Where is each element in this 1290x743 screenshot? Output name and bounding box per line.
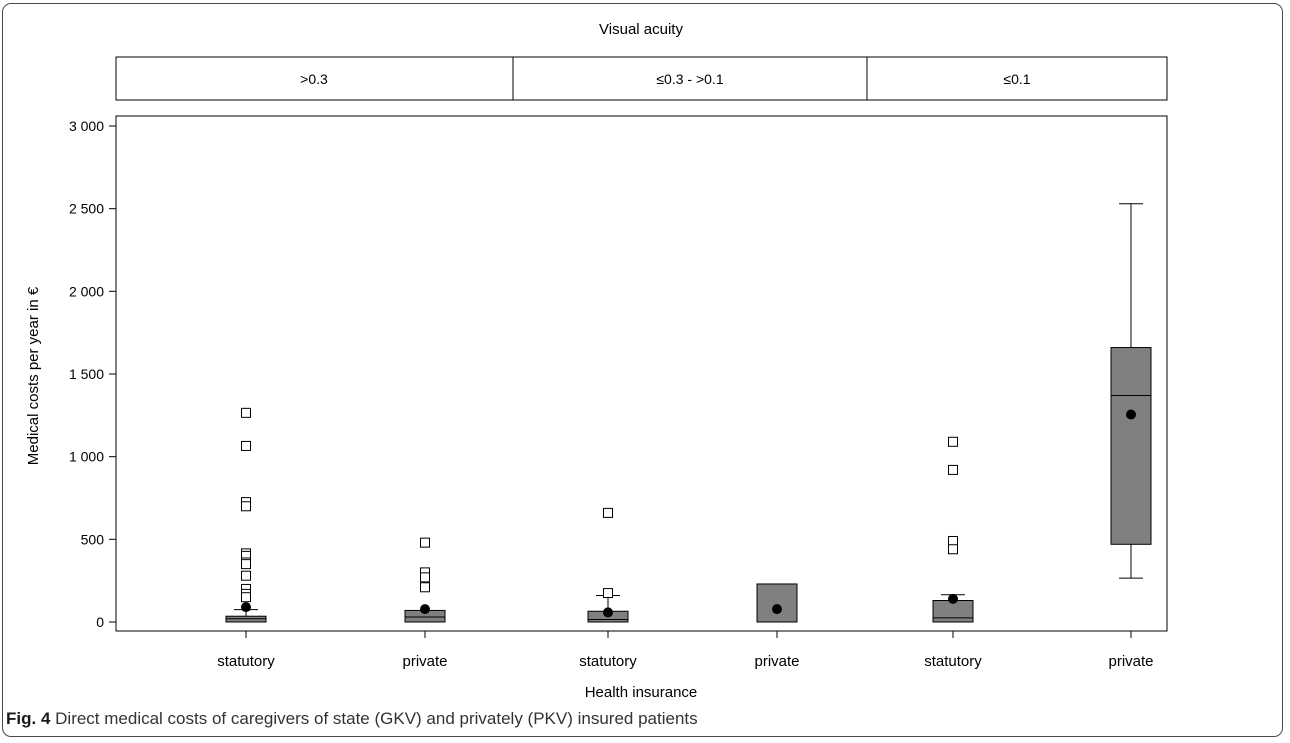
box-group — [404, 537, 446, 623]
outlier-point — [241, 592, 251, 603]
mean-marker — [241, 602, 251, 613]
caption-text: Direct medical costs of caregivers of st… — [55, 709, 698, 728]
x-tick-label: statutory — [579, 653, 637, 670]
outlier-point — [948, 535, 958, 546]
outlier-point — [948, 464, 958, 475]
box-group — [587, 507, 629, 623]
plot-area — [115, 115, 1168, 632]
panel-label-low: ≤0.1 — [1003, 71, 1030, 87]
outlier-point — [603, 588, 613, 599]
outlier-point — [241, 570, 251, 581]
outlier-point — [420, 582, 430, 593]
y-tick-label: 3 000 — [69, 118, 104, 134]
outlier-point — [241, 501, 251, 512]
outlier-point — [420, 572, 430, 583]
outlier-point — [420, 537, 430, 548]
outlier-point — [241, 407, 251, 418]
y-tick-label: 2 500 — [69, 201, 104, 217]
y-axis-label: Medical costs per year in € — [25, 286, 42, 465]
box-group — [932, 436, 974, 623]
y-tick-label: 0 — [96, 614, 104, 630]
y-tick-label: 1 000 — [69, 449, 104, 465]
box — [1110, 347, 1152, 545]
y-tick-label: 1 500 — [69, 366, 104, 382]
mean-marker — [420, 604, 430, 615]
x-tick-label: private — [1108, 653, 1153, 670]
mean-marker — [1126, 409, 1136, 420]
panel-header-box — [115, 56, 1168, 101]
x-tick-label: private — [754, 653, 799, 670]
box-group — [1110, 203, 1152, 579]
mean-marker — [772, 604, 782, 615]
x-tick-label: private — [402, 653, 447, 670]
panel-label-high: >0.3 — [300, 71, 328, 87]
x-axis-label: Health insurance — [585, 684, 698, 701]
facet-title: Visual acuity — [599, 21, 683, 38]
outlier-point — [603, 507, 613, 518]
outlier-point — [241, 440, 251, 451]
outlier-point — [948, 544, 958, 555]
outlier-point — [241, 559, 251, 570]
caption-label: Fig. 4 — [6, 709, 51, 728]
box-group — [225, 407, 267, 623]
figure-caption: Fig. 4 Direct medical costs of caregiver… — [6, 709, 698, 729]
mean-marker — [948, 593, 958, 604]
mean-marker — [603, 607, 613, 618]
figure-frame — [2, 3, 1283, 737]
box — [756, 583, 798, 623]
x-tick-label: statutory — [217, 653, 275, 670]
outlier-point — [948, 436, 958, 447]
box-group — [756, 583, 798, 623]
x-tick-label: statutory — [924, 653, 982, 670]
panel-label-mid: ≤0.3 - >0.1 — [656, 71, 723, 87]
y-tick-label: 500 — [81, 531, 105, 547]
y-tick-label: 2 000 — [69, 283, 104, 299]
